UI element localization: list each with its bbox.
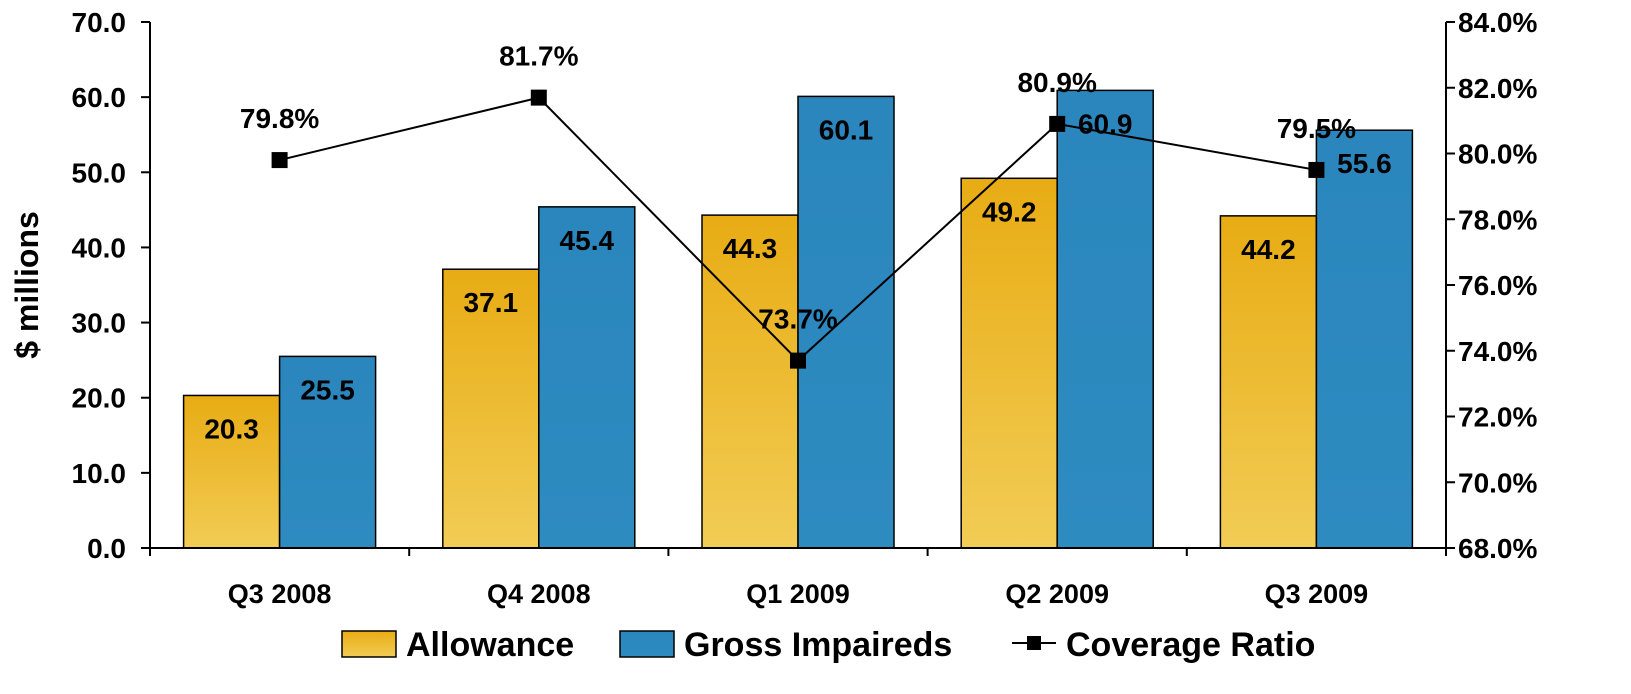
x-tick-label: Q3 2009 — [1265, 579, 1369, 609]
right-ticks: 68.0% 70.0% 72.0% 74.0% 76.0% 78.0% 80.0% 82.0%… — [1446, 7, 1537, 564]
legend-label-coverage-ratio: Coverage Ratio — [1066, 626, 1315, 664]
left-tick-label: 70.0 — [72, 7, 127, 38]
bar-allowance — [1219, 215, 1318, 549]
bar-allowance — [701, 214, 799, 549]
data-label-coverage-ratio: 79.5% — [1277, 113, 1356, 144]
coverage-ratio-marker — [530, 89, 547, 106]
legend-label-allowance: Allowance — [406, 626, 574, 664]
right-tick-label: 68.0% — [1458, 533, 1537, 564]
right-tick-label: 82.0% — [1458, 73, 1537, 104]
legend-label-gross-impaireds: Gross Impaireds — [684, 626, 952, 664]
left-tick-label: 0.0 — [87, 533, 126, 564]
data-label-allowance: 20.3 — [204, 413, 259, 444]
legend-swatch-allowance — [341, 630, 397, 658]
legend-swatch-gross-impaireds — [619, 630, 675, 658]
left-ticks: 0.0 10.0 20.0 30.0 40.0 50.0 60.0 70.0 — [72, 7, 150, 564]
y-axis-title: $ millions — [9, 211, 45, 359]
x-tick-label: Q2 2009 — [1005, 579, 1109, 609]
data-label-allowance: 49.2 — [982, 196, 1037, 227]
data-label-coverage-ratio: 73.7% — [758, 304, 837, 335]
x-tick-label: Q1 2009 — [746, 579, 850, 609]
coverage-ratio-marker — [1308, 161, 1325, 178]
coverage-ratio-marker — [1049, 115, 1066, 132]
bar-allowance — [442, 268, 540, 549]
data-label-gross-impaireds: 60.9 — [1078, 108, 1133, 139]
data-label-coverage-ratio: 79.8% — [240, 103, 319, 134]
data-label-gross-impaireds: 25.5 — [300, 374, 355, 405]
bar-allowance — [182, 394, 281, 549]
right-tick-label: 74.0% — [1458, 336, 1537, 367]
x-tick-label: Q3 2008 — [228, 579, 332, 609]
bar-gross-impaireds — [1056, 89, 1154, 549]
bar-allowance — [960, 177, 1058, 549]
right-tick-label: 70.0% — [1458, 467, 1537, 498]
data-label-gross-impaireds: 55.6 — [1337, 148, 1392, 179]
x-ticks: Q3 2008 Q4 2008 Q1 2009 Q2 2009 Q3 2009 — [149, 548, 1447, 609]
left-tick-label: 50.0 — [72, 157, 127, 188]
bar-gross-impaireds — [278, 355, 377, 549]
bar-gross-impaireds — [1315, 129, 1414, 549]
left-tick-label: 60.0 — [72, 82, 127, 113]
bar-gross-impaireds — [797, 95, 895, 549]
data-label-coverage-ratio: 80.9% — [1017, 67, 1096, 98]
right-tick-label: 84.0% — [1458, 7, 1537, 38]
data-label-gross-impaireds: 45.4 — [560, 225, 615, 256]
data-label-coverage-ratio: 81.7% — [499, 41, 578, 72]
labels-layer: 20.3 25.5 37.1 45.4 44.3 60.1 49.2 60.9 44.2 55.6… — [204, 41, 1391, 445]
right-tick-label: 80.0% — [1458, 139, 1537, 170]
coverage-ratio-marker — [790, 352, 806, 369]
left-tick-label: 40.0 — [72, 232, 127, 263]
bars-layer — [182, 89, 1414, 549]
right-tick-label: 76.0% — [1458, 270, 1537, 301]
data-label-allowance: 37.1 — [464, 287, 519, 318]
legend-marker-coverage-ratio — [1027, 636, 1041, 650]
data-label-gross-impaireds: 60.1 — [819, 114, 874, 145]
coverage-ratio-marker — [271, 152, 288, 169]
x-tick-label: Q4 2008 — [487, 579, 591, 609]
bar-gross-impaireds — [538, 206, 636, 549]
data-label-allowance: 44.3 — [723, 233, 778, 264]
right-tick-label: 78.0% — [1458, 204, 1537, 235]
left-tick-label: 10.0 — [72, 458, 127, 489]
line-layer — [271, 89, 1325, 369]
legend: Allowance Gross Impaireds Coverage Ratio — [341, 626, 1315, 664]
left-tick-label: 20.0 — [72, 383, 127, 414]
left-tick-label: 30.0 — [72, 308, 127, 339]
right-tick-label: 72.0% — [1458, 402, 1537, 433]
data-label-allowance: 44.2 — [1241, 234, 1296, 265]
